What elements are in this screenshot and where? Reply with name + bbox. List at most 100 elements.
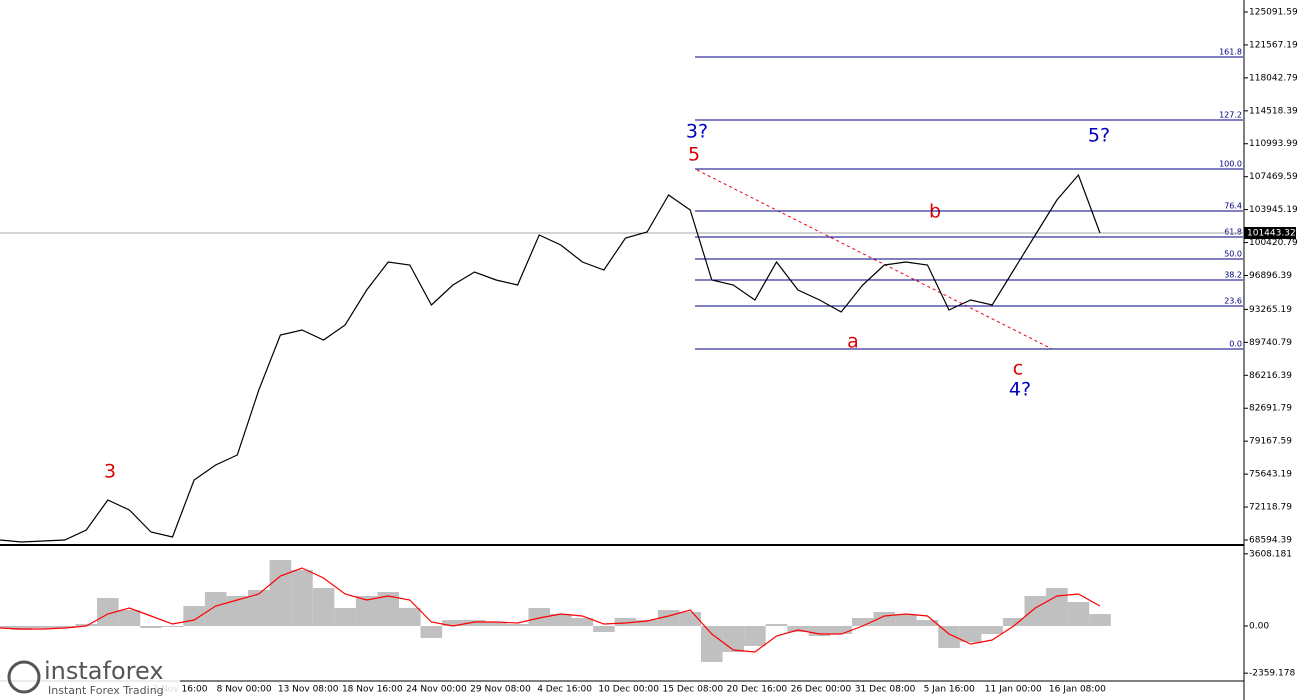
y-tick-label: 96896.39 [1249,271,1292,281]
macd-bar [32,626,54,628]
macd-bar [700,626,723,662]
y-tick-label: 93265.19 [1249,305,1292,315]
macd-bar [140,626,162,628]
macd-bar [916,620,939,626]
macd-bar [571,618,594,626]
y-tick-label: 118042.79 [1249,73,1298,83]
wave-label: a [847,331,859,353]
y-tick-label: 89740.79 [1249,338,1292,348]
macd-bar [183,606,205,626]
macd-bar [506,624,529,626]
x-tick-label: 4 Dec 16:00 [537,685,592,695]
y-tick-label: 121567.19 [1249,40,1298,50]
fib-label: 127.2 [1219,111,1242,120]
y-tick-label: 114518.39 [1249,106,1298,116]
x-tick-label: 8 Nov 00:00 [217,685,272,695]
macd-bar [614,618,637,626]
y-tick-label: 72118.79 [1249,503,1292,513]
x-tick-label: 26 Dec 00:00 [791,685,852,695]
macd-bar [269,560,292,626]
wave-label: c [1013,358,1023,380]
macd-bar [10,626,33,630]
y-tick-label: 110993.99 [1249,139,1298,149]
macd-bar [895,614,917,626]
macd-bar [291,570,313,626]
brand: instaforex [44,657,164,685]
macd-bar [377,592,400,626]
fib-label: 23.6 [1224,297,1242,306]
last-price-box [1244,226,1296,239]
fib-label: 61.8 [1224,228,1242,237]
macd-bar [312,588,335,626]
macd-bar [1067,602,1090,626]
macd-bar [226,596,249,626]
macd-bar [744,626,766,646]
y-tick-label: 82691.79 [1249,404,1292,414]
macd-bar [1002,618,1025,626]
macd-bar [1024,596,1047,626]
x-tick-label: 29 Nov 08:00 [470,685,531,695]
fib-label: 50.0 [1224,250,1242,259]
y-tick-label: 0.00 [1249,622,1269,632]
macd-bar [1046,588,1068,626]
wave-label: 5 [688,144,700,166]
watermark: instaforex Instant Forex Trading [0,655,180,700]
macd-bar [0,626,11,628]
macd-bar [981,626,1003,634]
y-tick-label: 75643.19 [1249,470,1292,480]
tagline: Instant Forex Trading [48,684,164,697]
wave-label: 3? [686,121,708,143]
macd-bar [528,608,550,626]
macd-bar [485,622,507,626]
y-tick-label: 103945.19 [1249,205,1298,215]
macd-bar [550,614,572,626]
fib-label: 38.2 [1224,271,1242,280]
macd-bar [959,626,982,642]
fib-label: 100.0 [1219,160,1242,169]
y-tick-label: 68594.39 [1249,535,1292,545]
x-tick-label: 2 Nov 16:00 [153,685,208,695]
y-tick-label: 3608.181 [1249,549,1292,559]
y-tick-label: 86216.39 [1249,371,1292,381]
x-tick-label: 11 Jan 00:00 [985,685,1042,695]
fib-label: 0.0 [1229,340,1242,349]
macd-bar [442,620,464,626]
y-tick-label: 79167.59 [1249,437,1292,447]
y-tick-label: -2359.178 [1249,669,1295,679]
macd-bar [334,608,356,626]
macd-bar [420,626,443,638]
signal-line [0,567,1101,653]
macd-bar [463,620,486,626]
macd-bar [1089,614,1111,626]
wave-label: 4? [1009,379,1031,401]
price-line [0,173,1101,543]
macd-bar [204,592,227,626]
macd-bar [248,590,270,626]
macd-bar [355,596,378,626]
logo-icon [7,660,41,694]
macd-bar [787,626,809,632]
y-tick-label: 125091.59 [1249,7,1298,17]
x-tick-label: 31 Dec 08:00 [855,685,916,695]
macd-bar [161,626,184,627]
fib-label: 76.4 [1224,202,1242,211]
x-tick-label: 15 Dec 08:00 [663,685,724,695]
macd-bar [765,624,788,626]
macd-bar [636,620,658,626]
wave-label: 3 [104,461,116,483]
macd-bar [399,608,421,626]
x-tick-label: 18 Nov 16:00 [342,685,403,695]
macd-bar [593,626,615,632]
macd-bar [75,624,98,626]
macd-bar [938,626,960,648]
macd-bar [722,626,745,652]
x-tick-label: 5 Jan 16:00 [924,685,976,695]
y-tick-label: 107469.59 [1249,172,1298,182]
wave-label: 5? [1088,125,1110,147]
macd-bar [851,618,874,626]
x-tick-label: 20 Dec 16:00 [727,685,788,695]
x-tick-label: 24 Nov 00:00 [406,685,467,695]
last-price-label: 101443.32 [1247,228,1296,238]
